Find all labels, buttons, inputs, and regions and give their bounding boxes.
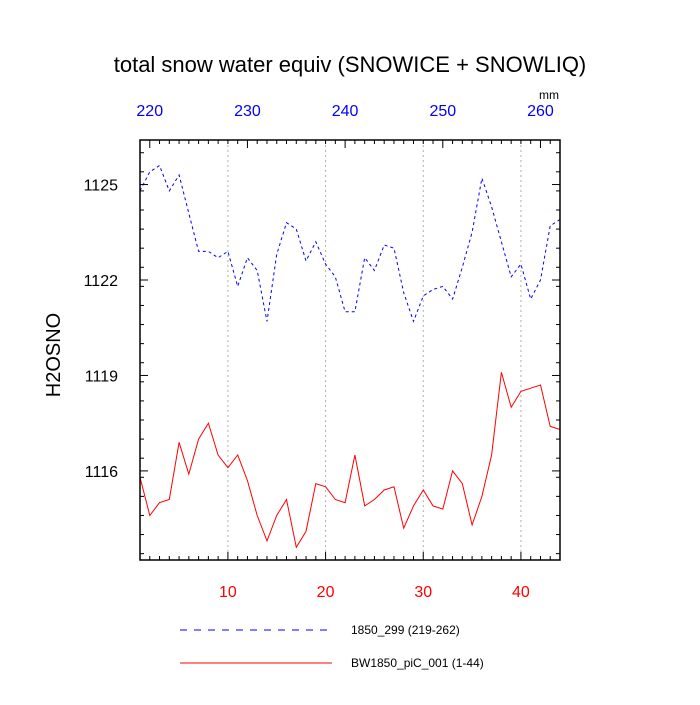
x-axis-tick-label: 30 <box>414 584 432 601</box>
plot-frame <box>139 139 561 561</box>
top-axis-tick-label: 260 <box>527 103 554 120</box>
y-axis-label: H2OSNO <box>43 313 65 397</box>
legend-label: 1850_299 (219-262) <box>351 623 460 637</box>
top-axis-tick-label: 240 <box>332 103 359 120</box>
series-line-1 <box>139 164 561 323</box>
axes: 10 20 30 40 220 230 240 250 260 1116 1119 1122 1125 <box>84 103 561 601</box>
series-lines <box>139 164 561 549</box>
x-axis-tick-label: 10 <box>219 584 237 601</box>
chart-title: total snow water equiv (SNOWICE + SNOWLI… <box>114 52 587 77</box>
x-axis-tick-label: 40 <box>512 584 530 601</box>
legend: 1850_299 (219-262) BW1850_piC_001 (1-44) <box>180 623 484 670</box>
top-axis-tick-label: 250 <box>429 103 456 120</box>
x-axis-tick-label: 20 <box>317 584 335 601</box>
top-axis-tick-label: 230 <box>234 103 261 120</box>
series-line-2 <box>139 372 561 549</box>
top-axis-tick-label: 220 <box>136 103 163 120</box>
y-axis-tick-label: 1116 <box>85 464 118 481</box>
y-axis-tick-label: 1122 <box>84 273 119 290</box>
y-axis-tick-label: 1125 <box>84 178 119 195</box>
legend-label: BW1850_piC_001 (1-44) <box>351 656 484 670</box>
y-axis-tick-label: 1119 <box>85 368 118 385</box>
top-axis-unit-label: mm <box>539 88 559 102</box>
